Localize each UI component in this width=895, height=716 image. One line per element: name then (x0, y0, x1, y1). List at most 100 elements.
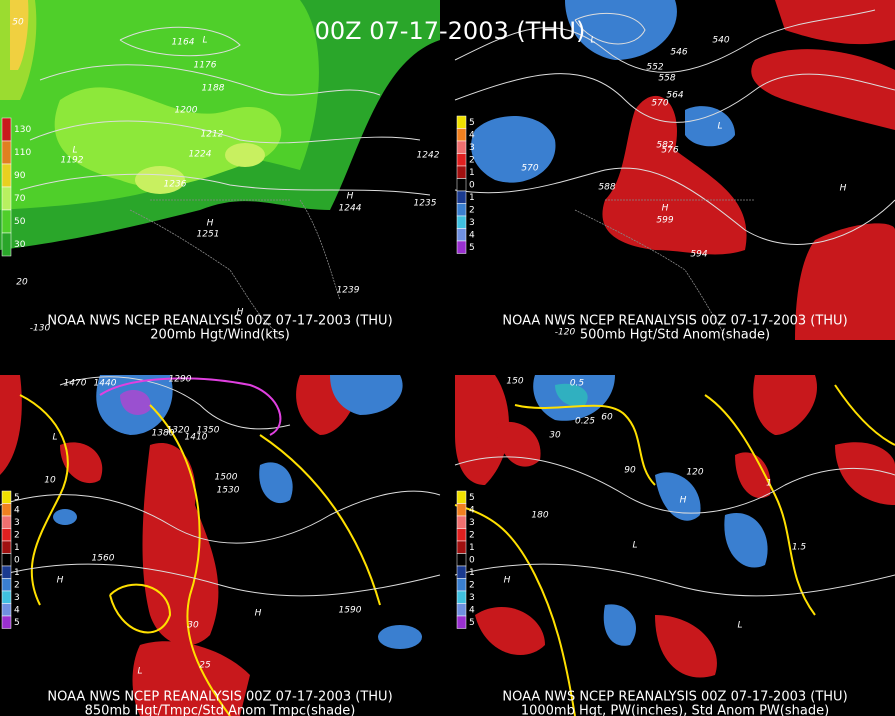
contour-label: 594 (690, 250, 707, 260)
legend-label: 30 (14, 240, 26, 250)
contour-label: L (137, 667, 142, 677)
legend-swatch (456, 540, 467, 554)
legend-swatch (1, 590, 12, 604)
legend-swatch (456, 190, 467, 204)
legend-swatch (1, 140, 12, 165)
legend-swatch (1, 528, 12, 542)
contour-label: 1290 (169, 375, 192, 385)
legend-swatch (1, 232, 12, 257)
panel-subtitle: 500mb Hgt/Std Anom(shade) (580, 328, 770, 343)
legend-swatch (456, 565, 467, 579)
contour-label: 1500 (215, 473, 238, 483)
contour-label: L (52, 433, 57, 443)
contour-label: 90 (624, 466, 636, 476)
contour-label: L (632, 541, 637, 551)
contour-label: -120 (555, 328, 576, 338)
contour-label: 546 (670, 48, 687, 58)
legend-label: 5 (14, 493, 20, 503)
contour-label: 576 (661, 146, 678, 156)
legend-swatch (1, 565, 12, 579)
panel-caption: NOAA NWS NCEP REANALYSIS 00Z 07-17-2003 … (502, 690, 847, 705)
contour-label: H (347, 192, 354, 202)
panel-500mb: 5432101234554054655255856457057658258859… (454, 0, 895, 343)
contour-label: H (237, 308, 244, 318)
legend-label: 4 (469, 130, 475, 140)
contour-label: H (255, 609, 262, 619)
legend-label: 70 (14, 194, 26, 204)
legend-label: 3 (469, 143, 475, 153)
contour-label: 582 (656, 141, 673, 151)
contour-label: 552 (646, 63, 663, 73)
legend-swatch (1, 117, 12, 142)
contour-label: 1 (766, 479, 772, 489)
legend-swatch (456, 515, 467, 529)
contour-label: 1251 (197, 230, 220, 240)
legend-swatch (1, 515, 12, 529)
contour-label: L (590, 36, 595, 46)
contour-label: H (57, 576, 64, 586)
contour-label: 1244 (339, 204, 362, 214)
legend-label: 4 (469, 505, 475, 515)
contour-label: 1380 (152, 429, 175, 439)
legend-label: 3 (469, 218, 475, 228)
contour-label: 30 (549, 431, 561, 441)
legend-swatch (1, 540, 12, 554)
contour-label: H (680, 496, 687, 506)
legend-label: 50 (14, 217, 26, 227)
legend-label: 1 (469, 168, 475, 178)
contour-label: 60 (601, 413, 613, 423)
contour-label: 1.5 (792, 543, 807, 553)
contour-label: H (504, 576, 511, 586)
legend-label: 2 (469, 155, 475, 165)
legend-label: 4 (469, 230, 475, 240)
contour-label: 558 (658, 74, 675, 84)
contour-label: 1242 (417, 151, 440, 161)
legend-label: 3 (469, 593, 475, 603)
contour-label: 1200 (175, 106, 198, 116)
contour-label: 1192 (61, 156, 84, 166)
legend-label: 5 (469, 618, 475, 628)
legend-label: 130 (14, 125, 31, 135)
legend-swatch (1, 490, 12, 504)
panel-200mb: 130 110 90 70 50 30 50 1164 1176 1188 1200 1212 1224… (0, 0, 440, 343)
contour-label: 20 (16, 278, 28, 288)
contour-label: 1212 (201, 130, 224, 140)
contour-label: 50 (12, 18, 24, 28)
legend-swatch (456, 153, 467, 167)
legend-swatch (456, 615, 467, 629)
legend-label: 4 (14, 505, 20, 515)
legend-label: 0 (469, 555, 475, 565)
legend-label: 2 (469, 580, 475, 590)
legend-label: 1 (14, 543, 20, 553)
legend-swatch (1, 163, 12, 188)
legend-swatch (1, 503, 12, 517)
contour-label: 1236 (164, 180, 187, 190)
contour-label: H (207, 219, 214, 229)
contour-label: 1164 (172, 38, 195, 48)
panel-subtitle: 200mb Hgt/Wind(kts) (150, 328, 290, 343)
legend-label: 5 (469, 493, 475, 503)
contour-label: 599 (656, 216, 673, 226)
legend-label: 5 (469, 243, 475, 253)
contour-label: 10 (44, 476, 56, 486)
legend-swatch (456, 240, 467, 254)
legend-swatch (456, 490, 467, 504)
legend-swatch (1, 578, 12, 592)
legend-swatch (1, 615, 12, 629)
contour-label: L (737, 621, 742, 631)
legend-label: 4 (469, 605, 475, 615)
contour-label: 1239 (337, 286, 360, 296)
legend-swatch (456, 215, 467, 229)
legend-swatch (456, 528, 467, 542)
panel-subtitle: 850mb Hgt/Tmpc/Std Anom Tmpc(shade) (85, 704, 356, 716)
panel-subtitle: 1000mb Hgt, PW(inches), Std Anom PW(shad… (521, 704, 829, 716)
legend-label: 3 (469, 518, 475, 528)
contour-label: 1530 (217, 486, 240, 496)
panel-1000mb: 5 4 3 2 1 0 1 2 3 4 5 150 0.5 0.25 60 30 90 120 180 1.5 1 L H H… (454, 375, 895, 716)
legend-label: 0 (14, 555, 20, 565)
contour-label: 1560 (92, 554, 115, 564)
contour-label: 25 (199, 661, 211, 671)
contour-label: -130 (30, 324, 51, 334)
legend-label: 0 (469, 180, 475, 190)
